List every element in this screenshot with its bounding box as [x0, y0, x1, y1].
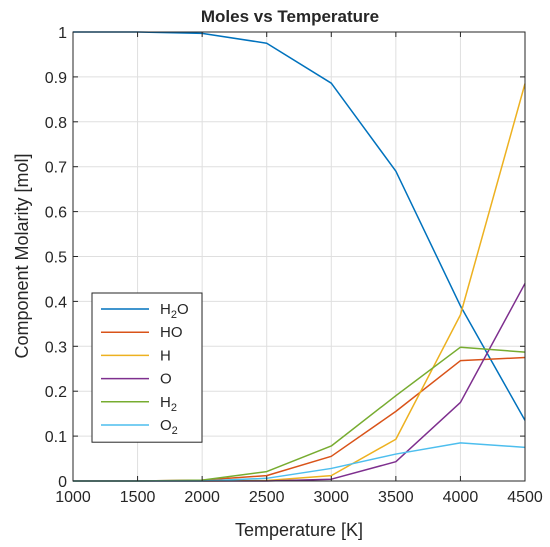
y-tick-label: 0.4	[45, 294, 67, 311]
x-tick-label: 4500	[507, 489, 543, 506]
y-axis-label: Component Molarity [mol]	[12, 153, 32, 358]
legend-box	[91, 292, 203, 443]
y-tick-label: 0.6	[45, 205, 67, 222]
legend-label-h2: H2	[160, 394, 177, 414]
y-tick-label: 0.3	[45, 339, 67, 356]
y-tick-label: 0.5	[45, 250, 67, 267]
x-tick-label: 4000	[443, 489, 479, 506]
x-tick-label: 1000	[55, 489, 91, 506]
y-tick-label: 0.1	[45, 429, 67, 446]
y-tick-label: 0.2	[45, 384, 67, 401]
legend-label-o: O	[160, 371, 172, 388]
x-axis-ticks: 1000 1500 2000 2500 3000 3500 4000 4500	[55, 32, 543, 506]
y-axis-ticks: 0 0.1 0.2 0.3 0.4 0.5 0.6 0.7 0.8 0.9 1	[45, 25, 525, 491]
y-tick-label: 0	[58, 474, 67, 491]
chart-title: Moles vs Temperature	[201, 7, 379, 26]
x-tick-label: 2000	[184, 489, 220, 506]
x-axis-label: Temperature [K]	[235, 520, 363, 540]
series-line-o2	[73, 442, 526, 482]
legend-label-h2o: H2O	[160, 301, 189, 321]
x-tick-label: 2500	[249, 489, 285, 506]
legend-label-h: H	[160, 347, 171, 364]
y-tick-label: 0.7	[45, 160, 67, 177]
grid	[73, 32, 525, 481]
legend-label-o2: O2	[160, 417, 178, 437]
x-tick-label: 3000	[313, 489, 349, 506]
y-tick-label: 0.8	[45, 115, 67, 132]
x-tick-label: 3500	[378, 489, 414, 506]
legend: H2O HO HO H2 O2	[91, 292, 203, 443]
legend-label-ho: HO	[160, 324, 183, 341]
y-tick-label: 1	[58, 25, 67, 42]
x-tick-label: 1500	[120, 489, 156, 506]
y-tick-label: 0.9	[45, 70, 67, 87]
